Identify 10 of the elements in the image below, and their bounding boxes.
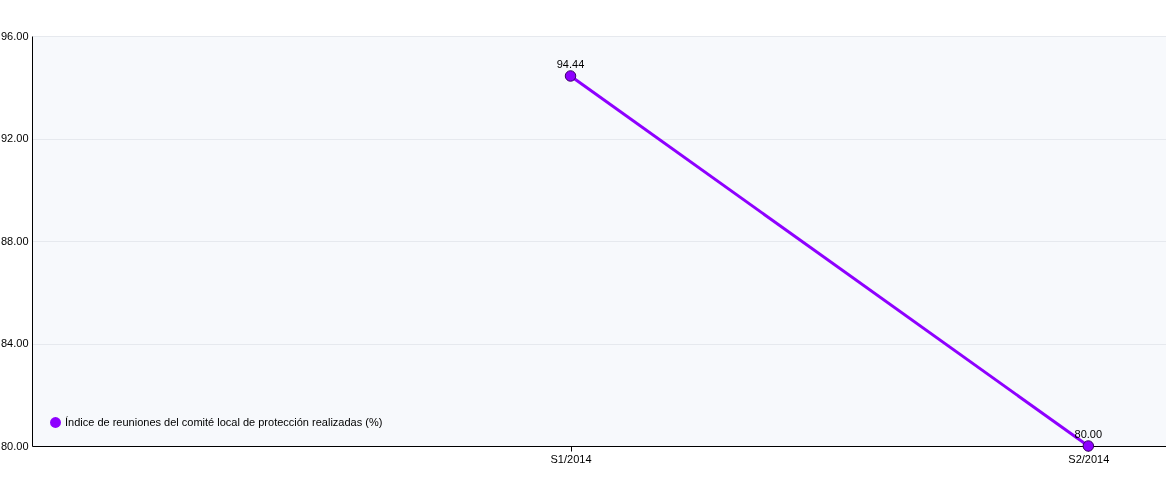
x-tick-label: S2/2014 bbox=[1068, 452, 1110, 465]
y-tick-label: 92.00 bbox=[0, 132, 29, 144]
data-label: 80.00 bbox=[1074, 428, 1103, 440]
y-tick-label: 88.00 bbox=[0, 234, 29, 247]
data-label: 94.44 bbox=[556, 57, 585, 70]
y-tick-label: 80.00 bbox=[0, 439, 29, 452]
y-tick-label: 96.00 bbox=[0, 29, 29, 42]
x-tick-label: S1/2014 bbox=[550, 452, 592, 465]
y-tick-label: 84.00 bbox=[0, 337, 29, 349]
legend-label: Índice de reuniones del comité local de protección realizadas (%) bbox=[65, 415, 383, 428]
